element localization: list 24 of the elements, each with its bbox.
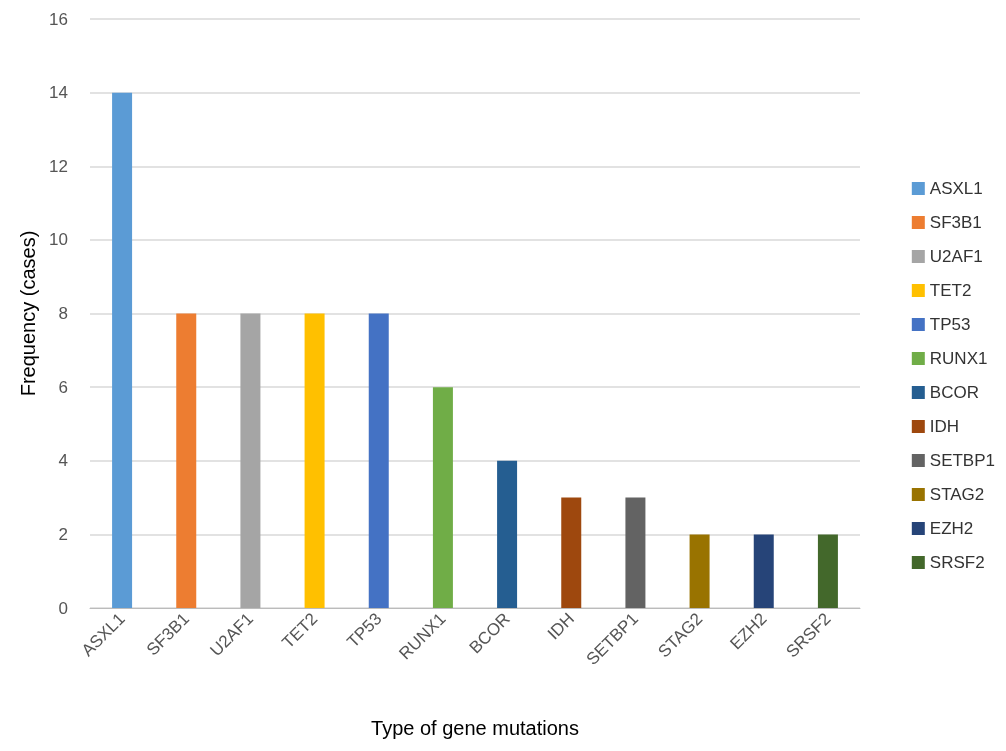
y-tick-label: 16	[49, 9, 68, 29]
legend-label: SF3B1	[929, 213, 982, 232]
legend-label: RUNX1	[929, 349, 988, 368]
x-axis-title: Type of gene mutations	[371, 717, 579, 739]
y-axis-title: Frequency (cases)	[17, 230, 39, 397]
legend-label: TP53	[929, 315, 971, 334]
y-tick-label: 4	[58, 451, 68, 471]
legend-label: EZH2	[929, 519, 974, 538]
y-tick-label: 8	[58, 304, 68, 323]
y-tick-label: 6	[58, 377, 68, 397]
y-tick-label: 10	[49, 230, 68, 250]
y-tick-label: 12	[49, 156, 68, 176]
x-tick-label: IDH	[543, 609, 578, 644]
y-tick-label: 2	[58, 524, 68, 544]
y-tick-label: 0	[58, 598, 68, 618]
legend-label: SRSF2	[929, 553, 985, 572]
legend-label: BCOR	[929, 383, 979, 402]
y-tick-label: 14	[49, 83, 68, 103]
legend-label: SETBP1	[929, 451, 996, 470]
legend-label: IDH	[929, 417, 960, 436]
legend-label: ASXL1	[929, 179, 983, 198]
legend-label: TET2	[929, 281, 972, 300]
legend-label: U2AF1	[929, 247, 983, 266]
legend-label: STAG2	[929, 485, 985, 504]
